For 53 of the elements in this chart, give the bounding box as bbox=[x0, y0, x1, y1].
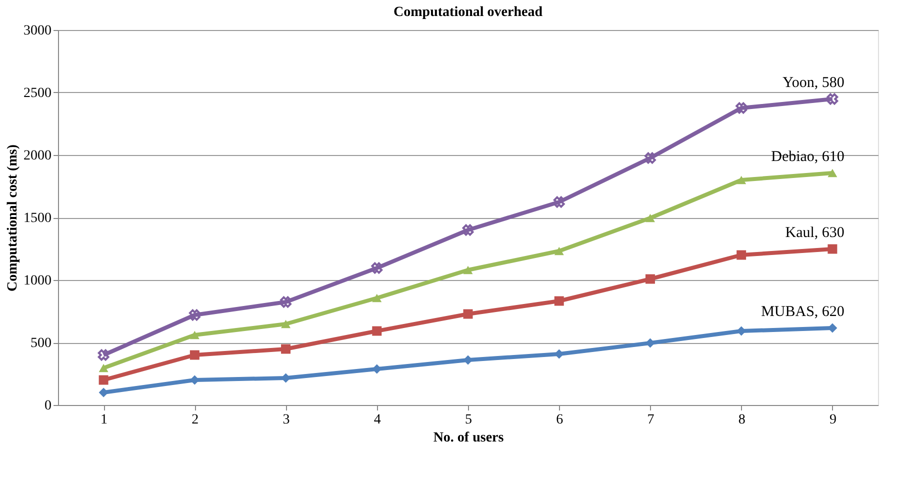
point bbox=[645, 214, 655, 222]
point bbox=[462, 224, 474, 236]
point bbox=[98, 388, 108, 398]
x-tick-label: 1 bbox=[100, 412, 108, 428]
point bbox=[736, 102, 748, 114]
point bbox=[188, 309, 200, 321]
x-axis-title: No. of users bbox=[433, 430, 504, 446]
point bbox=[372, 326, 382, 336]
point bbox=[736, 176, 746, 184]
point bbox=[463, 309, 473, 319]
x-tick-label: 3 bbox=[282, 412, 290, 428]
x-tick-label: 9 bbox=[829, 412, 836, 428]
x-tick-label: 4 bbox=[374, 412, 381, 428]
point bbox=[826, 93, 838, 105]
point bbox=[463, 266, 473, 274]
point bbox=[828, 244, 838, 254]
x-tick-label: 7 bbox=[647, 412, 654, 428]
series-label: Debiao, 610 bbox=[771, 149, 844, 165]
point bbox=[98, 349, 110, 361]
point bbox=[280, 296, 292, 308]
point bbox=[554, 246, 564, 256]
point bbox=[736, 250, 746, 260]
series-label: MUBAS, 620 bbox=[761, 304, 844, 320]
series-label: Yoon, 580 bbox=[782, 75, 844, 91]
point bbox=[554, 296, 564, 306]
point bbox=[553, 196, 565, 208]
y-tick-label: 2500 bbox=[24, 86, 52, 101]
point bbox=[828, 168, 838, 178]
series-label: Kaul, 630 bbox=[785, 225, 844, 241]
y-tick-label: 3000 bbox=[24, 24, 52, 38]
point bbox=[644, 152, 656, 164]
chart-title: Computational overhead bbox=[394, 5, 543, 20]
x-tick-label: 6 bbox=[556, 412, 564, 428]
point bbox=[190, 330, 200, 340]
point bbox=[98, 375, 108, 385]
x-tick-label: 2 bbox=[192, 412, 199, 428]
y-tick-label: 1500 bbox=[24, 211, 52, 226]
point bbox=[281, 320, 291, 328]
y-tick-label: 500 bbox=[30, 336, 52, 351]
y-tick-label: 1000 bbox=[24, 274, 52, 288]
point bbox=[463, 355, 473, 365]
point bbox=[372, 294, 382, 302]
point bbox=[645, 274, 655, 284]
point bbox=[281, 344, 291, 354]
x-tick-label: 8 bbox=[738, 412, 746, 428]
y-tick-label: 0 bbox=[44, 398, 52, 414]
y-axis-title: Computational cost (ms) bbox=[6, 144, 20, 292]
point bbox=[98, 364, 108, 372]
point bbox=[371, 262, 383, 274]
x-tick-label: 5 bbox=[465, 412, 472, 428]
y-tick-label: 2000 bbox=[24, 148, 52, 164]
point bbox=[190, 350, 200, 360]
point bbox=[828, 323, 838, 333]
